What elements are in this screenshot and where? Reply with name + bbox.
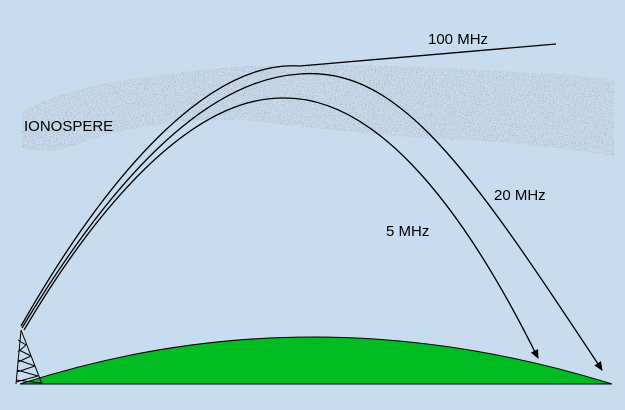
ray-paths: [20, 43, 603, 371]
ionosphere-dots: [22, 64, 614, 156]
ionosphere-band: IONOSPERE: [22, 64, 614, 156]
earth-ground: [19, 336, 613, 385]
ray-100mhz: [20, 43, 557, 327]
label-20mhz: 20 MHz: [494, 187, 546, 204]
ray-20mhz: [21, 72, 603, 371]
label-5mhz: 5 MHz: [386, 223, 429, 240]
label-100mhz: 100 MHz: [428, 31, 488, 48]
ionosphere-label: IONOSPERE: [24, 118, 113, 135]
ray-5mhz: [23, 97, 539, 359]
radio-tower-icon: [15, 329, 43, 385]
